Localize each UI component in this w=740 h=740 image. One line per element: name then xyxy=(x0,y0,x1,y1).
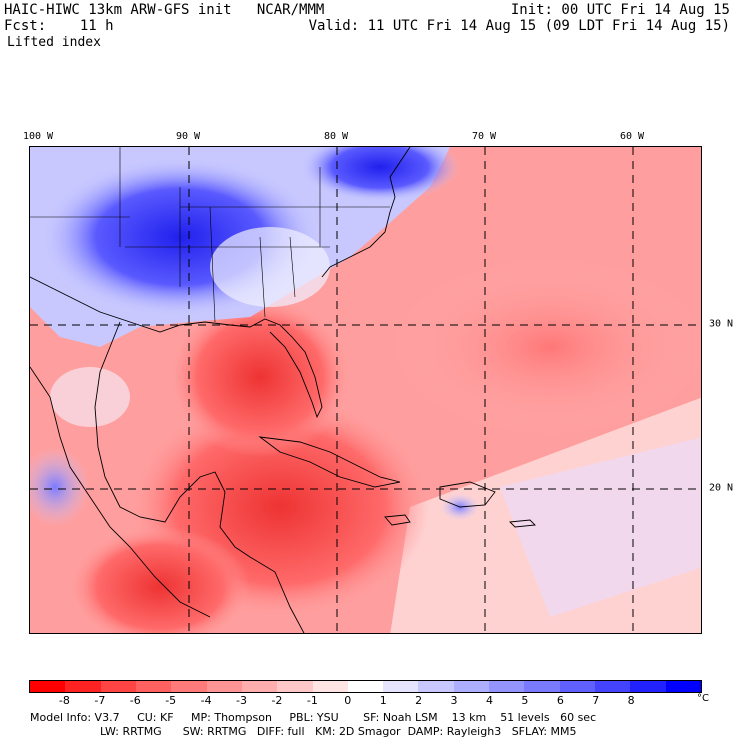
legend-tick-label: 7 xyxy=(592,694,600,707)
model-title: HAIC-HIWC 13km ARW-GFS init xyxy=(4,2,232,18)
gulf-coast xyxy=(30,276,323,419)
fcst-value: 11 h xyxy=(79,18,114,34)
legend-tick-label: -1 xyxy=(306,694,318,707)
coastlines xyxy=(30,147,536,633)
model-info-lw: LW: RRTMG xyxy=(99,725,162,738)
model-info-sf: SF: Noah LSM xyxy=(363,711,438,724)
legend-swatch xyxy=(347,681,384,692)
legend-tick-label: 4 xyxy=(485,694,493,707)
field-blue-mexico xyxy=(30,447,90,527)
legend-swatch xyxy=(30,681,66,692)
model-info-km: KM: 2D Smagor xyxy=(315,725,401,738)
legend-swatch xyxy=(206,681,242,692)
legend-swatch xyxy=(65,681,101,692)
model-info-timestep: 60 sec xyxy=(560,711,597,724)
atlantic-coast xyxy=(321,147,411,278)
legend-swatch xyxy=(312,681,348,692)
lat-label-20n: 20 N xyxy=(709,482,734,494)
model-info-version: Model Info: V3.7 xyxy=(30,711,120,724)
legend-tick-label: -8 xyxy=(58,694,70,707)
map-svg xyxy=(30,147,701,633)
model-info-pbl: PBL: YSU xyxy=(289,711,339,724)
jamaica xyxy=(384,514,411,526)
fcst-label: Fcst: xyxy=(4,18,47,34)
legend-swatch xyxy=(665,681,701,692)
model-info-resolution: 13 km xyxy=(451,711,487,724)
lon-label-80w: 80 W xyxy=(323,131,349,142)
model-info-levels: 51 levels xyxy=(500,711,550,724)
lon-label-70w: 70 W xyxy=(471,131,497,142)
field-red-atlantic xyxy=(390,257,701,437)
cuba xyxy=(258,436,401,488)
color-legend xyxy=(29,680,702,693)
valid-time: Valid: 11 UTC Fri 14 Aug 15 (09 LDT Fri … xyxy=(308,18,730,34)
model-info-sw: SW: RRTMG xyxy=(182,725,247,738)
lat-label-30n: 30 N xyxy=(709,318,734,330)
legend-tick-label: 3 xyxy=(450,694,458,707)
lon-label-90w: 90 W xyxy=(175,131,201,142)
legend-swatch xyxy=(489,681,525,692)
legend-tick-label: 5 xyxy=(521,694,529,707)
field-red-core-gulf xyxy=(170,297,350,457)
model-info-line1: Model Info: V3.7 CU: KF MP: Thompson PBL… xyxy=(30,711,596,724)
legend-swatch xyxy=(135,681,172,692)
legend-tick-label: 0 xyxy=(344,694,352,707)
legend-swatch xyxy=(595,681,631,692)
legend-swatch xyxy=(100,681,136,692)
legend-tick-label: 2 xyxy=(415,694,423,707)
legend-tick-label: 8 xyxy=(627,694,635,707)
model-info-line2: LW: RRTMG SW: RRTMG DIFF: full KM: 2D Sm… xyxy=(30,725,577,738)
lon-label-60w: 60 W xyxy=(619,131,645,142)
mexico-central-america-coast xyxy=(94,321,305,633)
legend-swatch xyxy=(418,681,454,692)
legend-tick-label: -4 xyxy=(200,694,212,707)
model-info-diff: DIFF: full xyxy=(256,725,305,738)
model-info-cu: CU: KF xyxy=(137,711,174,724)
legend-tick-label: -6 xyxy=(129,694,141,707)
model-info-mp: MP: Thompson xyxy=(191,711,272,724)
org-label: NCAR/MMM xyxy=(256,2,325,18)
legend-swatch xyxy=(630,681,666,692)
legend-swatch xyxy=(453,681,490,692)
field-blue-core-northeast xyxy=(300,147,460,202)
model-info-sflay: SFLAY: MM5 xyxy=(511,725,577,738)
lifted-index-map xyxy=(29,146,702,634)
field-neutral-band xyxy=(500,437,701,617)
lon-label-100w: 100 W xyxy=(22,131,54,142)
legend-unit: °C xyxy=(697,693,709,704)
legend-tick-label: 1 xyxy=(379,694,387,707)
header-left-line2: Fcst: 11 h xyxy=(4,18,114,34)
legend-tick-label: -3 xyxy=(236,694,247,707)
legend-swatch xyxy=(559,681,595,692)
legend-swatch xyxy=(524,681,560,692)
state-borders xyxy=(30,147,390,323)
legend-swatch xyxy=(277,681,313,692)
field-neutral-texas xyxy=(50,367,130,427)
graticule xyxy=(30,147,701,633)
hispaniola xyxy=(439,481,496,508)
field-name: Lifted index xyxy=(7,35,101,50)
legend-swatch xyxy=(241,681,278,692)
puerto-rico xyxy=(509,519,536,528)
legend-swatch xyxy=(383,681,419,692)
legend-tick-label: -5 xyxy=(165,694,177,707)
legend-tick-label: -7 xyxy=(94,694,106,707)
model-info-damp: DAMP: Rayleigh3 xyxy=(407,725,502,738)
legend-swatch xyxy=(171,681,207,692)
legend-tick-label: -2 xyxy=(271,694,283,707)
field-red-central-america xyxy=(70,527,250,633)
field-white-southeast-us xyxy=(210,227,330,307)
legend-tick-label: 6 xyxy=(556,694,564,707)
pacific-coast xyxy=(30,366,211,618)
init-time: Init: 00 UTC Fri 14 Aug 15 xyxy=(510,2,730,18)
header-left-line1: HAIC-HIWC 13km ARW-GFS init NCAR/MMM xyxy=(4,2,324,18)
